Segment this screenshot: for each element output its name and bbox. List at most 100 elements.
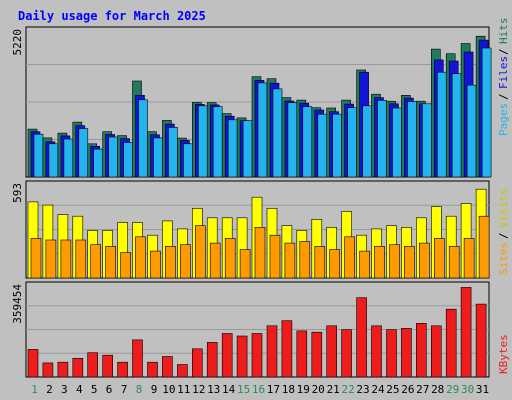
bar-kbytes-day-31 <box>475 303 487 378</box>
bar-sites-day-23 <box>359 250 370 279</box>
bar-sites-day-1 <box>30 238 42 279</box>
bar-kbytes-day-21 <box>326 325 338 378</box>
bar-kbytes-day-27 <box>415 322 427 378</box>
legend-separator: / <box>497 93 510 100</box>
bar-pages-day-5 <box>93 148 103 178</box>
bar-kbytes-day-24 <box>371 325 382 378</box>
bar-sites-day-8 <box>135 236 146 279</box>
bar-sites-day-24 <box>374 246 385 279</box>
x-tick-label: 18 <box>282 383 295 396</box>
x-tick-label: 1 <box>31 383 38 396</box>
bar-sites-day-12 <box>195 225 206 279</box>
bar-pages-day-18 <box>287 102 298 178</box>
x-tick-label: 8 <box>136 383 143 396</box>
bar-pages-day-23 <box>362 105 372 178</box>
bar-pages-day-24 <box>377 100 387 178</box>
bar-sites-day-14 <box>224 238 236 279</box>
bar-sites-day-19 <box>299 241 311 279</box>
bar-kbytes-day-16 <box>251 333 263 378</box>
bar-sites-day-3 <box>60 239 72 279</box>
x-tick-label: 29 <box>446 383 459 396</box>
bar-sites-day-21 <box>329 249 341 279</box>
bar-kbytes-day-30 <box>460 287 472 378</box>
bar-sites-day-17 <box>269 234 281 279</box>
x-tick-label: 25 <box>386 383 399 396</box>
bar-sites-day-15 <box>239 249 251 279</box>
bar-kbytes-day-19 <box>296 330 308 378</box>
bar-pages-day-17 <box>272 88 283 178</box>
bar-kbytes-day-13 <box>206 342 218 378</box>
bar-sites-day-9 <box>150 250 161 279</box>
bar-sites-day-2 <box>45 239 57 279</box>
x-tick-label: 20 <box>312 383 325 396</box>
bar-kbytes-day-14 <box>221 333 233 378</box>
bar-kbytes-day-3 <box>57 361 69 378</box>
bar-kbytes-day-23 <box>356 297 367 378</box>
bar-sites-day-5 <box>90 244 101 279</box>
x-tick-label: 7 <box>121 383 128 396</box>
bar-kbytes-day-8 <box>132 339 143 378</box>
bar-pages-day-4 <box>78 128 89 178</box>
bar-pages-day-25 <box>392 107 402 178</box>
bar-pages-day-6 <box>108 136 118 178</box>
x-tick-label: 9 <box>151 383 158 396</box>
bar-sites-day-13 <box>209 242 221 279</box>
x-tick-label: 16 <box>252 383 265 396</box>
legend-separator: / <box>497 48 510 55</box>
bar-kbytes-day-12 <box>192 348 203 378</box>
legend-visits: Visits <box>497 188 510 228</box>
max-label-kbytes: 359454 <box>11 284 24 324</box>
bar-kbytes-day-25 <box>386 329 397 378</box>
bar-kbytes-day-18 <box>281 320 293 378</box>
bar-sites-day-29 <box>448 246 460 279</box>
bar-pages-day-12 <box>198 105 208 178</box>
x-tick-label: 19 <box>297 383 310 396</box>
bar-sites-day-25 <box>389 244 400 279</box>
bar-pages-day-8 <box>138 99 148 178</box>
bar-pages-day-27 <box>421 103 432 178</box>
x-tick-labels: 1 2 3 4 5 6 7 8 9 10 11 12 13 14 15 16 17 18 19 20 21 22 23 24 2… <box>31 383 489 396</box>
bar-pages-day-16 <box>257 82 268 178</box>
bar-pages-day-9 <box>153 137 163 178</box>
chart-title: Daily usage for March 2025 <box>18 9 206 23</box>
bar-pages-day-2 <box>48 143 59 178</box>
bar-sites-day-26 <box>404 246 415 279</box>
x-tick-label: 17 <box>267 383 280 396</box>
bar-sites-day-20 <box>314 246 326 279</box>
x-tick-label: 15 <box>237 383 250 396</box>
bar-pages-day-1 <box>33 133 44 178</box>
bar-pages-day-15 <box>242 120 253 178</box>
x-tick-label: 27 <box>416 383 429 396</box>
bar-pages-day-13 <box>212 106 223 178</box>
x-tick-label: 4 <box>76 383 83 396</box>
bar-sites-day-10 <box>165 246 176 279</box>
bar-kbytes-day-22 <box>341 329 352 378</box>
bar-sites-day-18 <box>284 242 296 279</box>
x-tick-label: 31 <box>476 383 489 396</box>
legend-separator: / <box>497 232 510 239</box>
x-tick-label: 30 <box>461 383 474 396</box>
bar-pages-day-7 <box>123 142 133 178</box>
bar-kbytes-day-26 <box>401 328 412 378</box>
x-tick-label: 5 <box>91 383 98 396</box>
bar-pages-day-29 <box>451 73 462 178</box>
legend-kbytes: KBytes <box>497 334 510 374</box>
bar-pages-day-26 <box>407 101 417 178</box>
bar-sites-day-30 <box>463 238 475 279</box>
x-tick-label: 26 <box>401 383 414 396</box>
legend-files: Files <box>497 56 510 89</box>
bar-kbytes-day-11 <box>177 364 188 378</box>
bars-layer <box>26 35 492 378</box>
bar-kbytes-day-1 <box>27 349 39 378</box>
bar-sites-day-31 <box>478 215 490 279</box>
bar-pages-day-20 <box>317 113 328 178</box>
bar-kbytes-day-10 <box>162 356 173 378</box>
x-tick-label: 3 <box>61 383 68 396</box>
bar-kbytes-day-4 <box>72 357 84 378</box>
bar-sites-day-22 <box>344 236 355 279</box>
bar-pages-day-19 <box>302 106 313 178</box>
bar-pages-day-30 <box>466 84 477 178</box>
bar-sites-day-6 <box>105 246 116 279</box>
x-tick-label: 2 <box>46 383 53 396</box>
